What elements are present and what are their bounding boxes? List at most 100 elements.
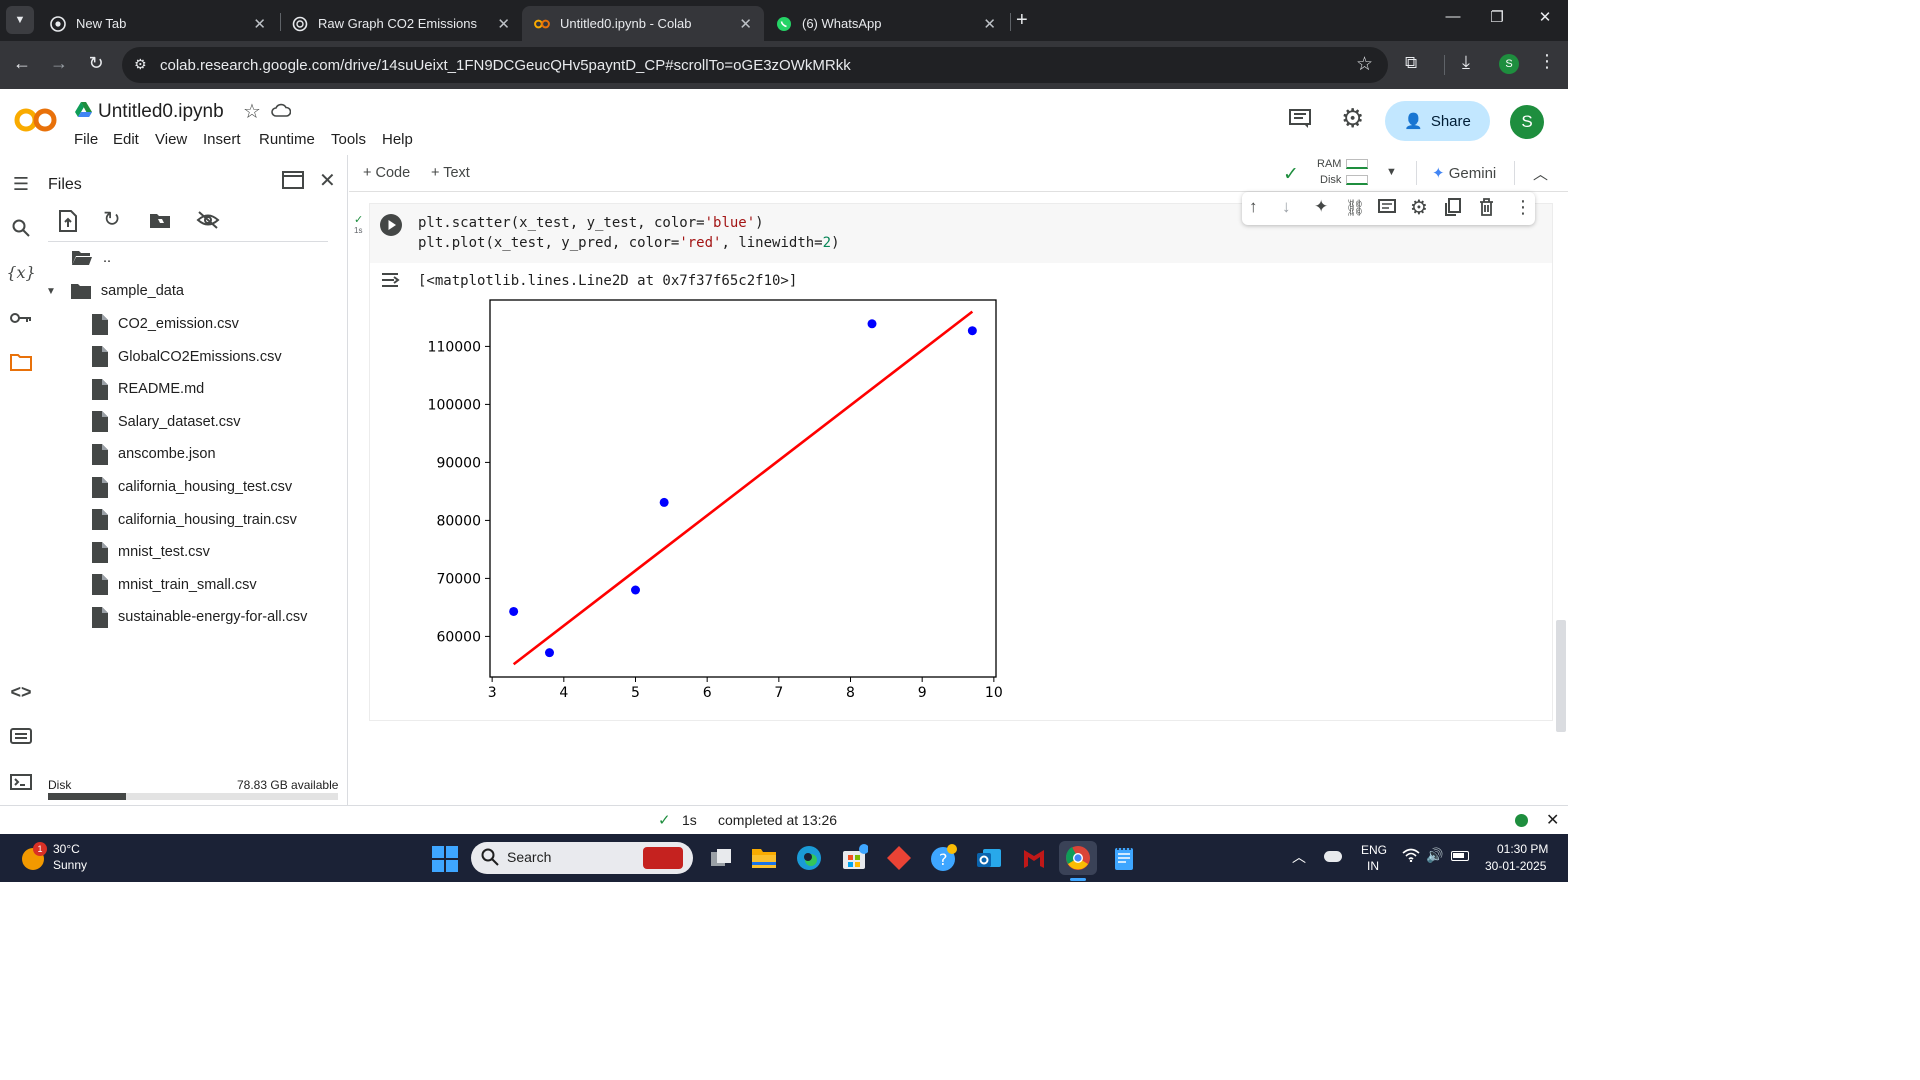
restore-icon[interactable]: ❐ [1490, 9, 1504, 26]
lang-line1[interactable]: ENG [1361, 843, 1388, 857]
tray-overflow-icon[interactable]: ︿ [1292, 849, 1306, 865]
task-view-icon[interactable] [707, 844, 735, 872]
menu-view[interactable]: View [155, 131, 188, 148]
add-code-button[interactable]: + Code [363, 165, 411, 181]
chrome-taskbar-icon[interactable] [1059, 841, 1097, 875]
close-icon[interactable]: ✕ [739, 16, 752, 33]
delete-icon[interactable] [1479, 198, 1494, 221]
extensions-icon[interactable]: ⧉ [1405, 53, 1418, 72]
menu-edit[interactable]: Edit [113, 131, 139, 148]
window-close-icon[interactable]: ✕ [1538, 9, 1552, 26]
menu-runtime[interactable]: Runtime [259, 131, 315, 148]
gemini-button[interactable]: ✦ Gemini [1432, 165, 1497, 182]
file-row[interactable]: california_housing_test.csv [92, 474, 292, 500]
reload-icon[interactable]: ↻ [88, 53, 104, 73]
volume-icon[interactable]: 🔊 [1426, 847, 1444, 863]
code-cell[interactable]: plt.scatter(x_test, y_test, color='blue'… [369, 203, 1553, 721]
collapse-header-icon[interactable]: ︿ [1533, 166, 1549, 183]
address-bar[interactable]: ⚙ colab.research.google.com/drive/14suUe… [122, 47, 1388, 83]
lang-line2[interactable]: IN [1367, 859, 1379, 873]
folder-row[interactable]: ▼ sample_data [46, 283, 184, 299]
move-up-icon[interactable]: ↑ [1249, 197, 1258, 216]
outlook-icon[interactable] [975, 844, 1003, 872]
folder-icon[interactable] [8, 349, 34, 375]
new-tab-button[interactable]: + [1016, 9, 1028, 31]
file-row[interactable]: sustainable-energy-for-all.csv [92, 604, 307, 630]
open-in-tab-icon[interactable] [282, 171, 304, 194]
close-icon[interactable]: ✕ [319, 170, 336, 192]
file-row[interactable]: anscombe.json [92, 441, 216, 467]
hide-files-icon[interactable] [196, 211, 220, 234]
variables-icon[interactable]: {x} [6, 262, 36, 282]
back-icon[interactable]: ← [13, 53, 31, 73]
code-snippets-icon[interactable]: <> [10, 681, 32, 702]
share-button[interactable]: 👤 Share [1385, 101, 1490, 141]
site-info-icon[interactable]: ⚙ [134, 56, 147, 72]
mount-drive-icon[interactable] [149, 212, 171, 234]
caret-down-icon[interactable]: ▼ [46, 285, 56, 297]
battery-icon[interactable] [1451, 851, 1469, 861]
tab-colab[interactable]: Untitled0.ipynb - Colab ✕ [522, 6, 764, 41]
mcafee-icon[interactable] [1020, 844, 1048, 872]
file-row[interactable]: Salary_dataset.csv [92, 409, 241, 435]
windows-start-icon[interactable] [432, 846, 458, 877]
app-diamond-icon[interactable] [885, 844, 913, 872]
notebook-title[interactable]: Untitled0.ipynb [98, 101, 224, 122]
file-row[interactable]: CO2_emission.csv [92, 311, 239, 337]
command-palette-icon[interactable] [8, 723, 34, 749]
star-icon[interactable]: ☆ [243, 101, 261, 123]
clock-time[interactable]: 01:30 PM [1497, 842, 1549, 856]
tab-search-button[interactable]: ▼ [6, 6, 34, 34]
close-icon[interactable]: ✕ [497, 16, 510, 33]
menu-help[interactable]: Help [382, 131, 413, 148]
runtime-dropdown-icon[interactable]: ▼ [1386, 166, 1397, 178]
comments-icon[interactable] [1289, 109, 1311, 134]
parent-dir-row[interactable]: .. [71, 245, 111, 271]
avatar[interactable]: S [1510, 105, 1544, 139]
close-icon[interactable]: ✕ [253, 16, 266, 33]
more-options-icon[interactable]: ⋮ [1514, 197, 1532, 217]
menu-insert[interactable]: Insert [203, 131, 241, 148]
gemini-sparkle-icon[interactable]: ✦ [1314, 197, 1329, 216]
comment-icon[interactable] [1378, 199, 1396, 221]
bookmark-star-icon[interactable]: ☆ [1356, 54, 1374, 75]
settings-gear-icon[interactable]: ⚙ [1341, 103, 1365, 133]
forward-icon[interactable]: → [50, 53, 68, 73]
microsoft-store-icon[interactable] [840, 844, 869, 872]
wifi-icon[interactable] [1402, 848, 1420, 865]
tab-new-tab[interactable]: New Tab ✕ [38, 6, 278, 41]
file-row[interactable]: README.md [92, 376, 204, 402]
file-row[interactable]: mnist_test.csv [92, 539, 210, 565]
tab-whatsapp[interactable]: (6) WhatsApp ✕ [764, 6, 1008, 41]
menu-file[interactable]: File [74, 131, 99, 148]
file-row[interactable]: mnist_train_small.csv [92, 572, 257, 598]
colab-logo[interactable] [14, 107, 58, 138]
tab-raw-graph[interactable]: Raw Graph CO2 Emissions ✕ [280, 6, 522, 41]
scrollbar[interactable] [1556, 620, 1566, 732]
refresh-icon[interactable]: ↻ [103, 208, 121, 231]
file-row[interactable]: GlobalCO2Emissions.csv [92, 344, 282, 370]
edge-icon[interactable] [795, 844, 823, 872]
menu-tools[interactable]: Tools [331, 131, 367, 148]
move-down-icon[interactable]: ↓ [1282, 197, 1291, 216]
clock-date[interactable]: 30-01-2025 [1485, 859, 1547, 873]
file-row[interactable]: california_housing_train.csv [92, 507, 297, 533]
minimize-icon[interactable]: — [1445, 8, 1461, 25]
browser-menu-icon[interactable]: ⋮ [1538, 51, 1556, 71]
key-icon[interactable] [8, 305, 34, 331]
profile-avatar[interactable]: S [1499, 54, 1519, 74]
terminal-icon[interactable] [8, 769, 34, 795]
download-icon[interactable]: ⤓ [1462, 52, 1470, 72]
notepad-icon[interactable] [1110, 844, 1138, 872]
help-app-icon[interactable]: ? [930, 844, 958, 872]
cell-settings-gear-icon[interactable]: ⚙ [1410, 197, 1428, 219]
close-icon[interactable]: ✕ [983, 16, 996, 33]
output-toggle-icon[interactable] [380, 270, 402, 295]
link-icon[interactable]: ⛓ [1345, 200, 1366, 217]
run-cell-button[interactable] [380, 214, 402, 236]
file-explorer-icon[interactable] [750, 844, 778, 872]
taskbar-search[interactable]: Search [471, 842, 693, 874]
close-icon[interactable]: ✕ [1546, 812, 1560, 829]
table-of-contents-icon[interactable]: ☰ [12, 173, 30, 194]
search-icon[interactable] [8, 215, 34, 241]
